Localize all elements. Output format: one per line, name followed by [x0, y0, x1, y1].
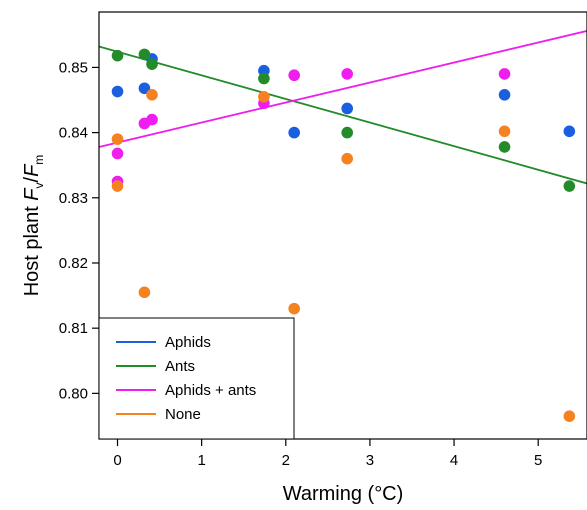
data-point [341, 126, 354, 139]
y-axis-label-prefix: Host plant [21, 201, 43, 297]
plot-frame [98, 11, 587, 440]
data-point [288, 126, 301, 139]
y-tick-label: 0.81 [59, 320, 88, 337]
data-point [563, 180, 576, 192]
y-axis-label-slash: / [21, 176, 43, 182]
x-tick-label: 5 [534, 452, 542, 469]
x-tick-label: 1 [197, 452, 205, 469]
data-point [146, 88, 158, 101]
data-point [258, 72, 270, 85]
y-tick-label: 0.84 [59, 125, 88, 142]
data-point [498, 68, 511, 80]
y-tick-label: 0.82 [59, 255, 88, 272]
data-point [146, 58, 158, 70]
data-point [341, 68, 354, 80]
x-tick-label: 4 [450, 452, 458, 469]
data-point [111, 85, 124, 98]
data-point [563, 410, 576, 422]
data-point [498, 125, 511, 138]
data-point [341, 102, 354, 115]
y-tick-label: 0.85 [59, 59, 88, 76]
trend-line [98, 45, 587, 185]
legend: Aphids Ants Aphids + ants None [98, 317, 295, 440]
data-point [498, 88, 511, 101]
y-axis-label-sub-v: v [32, 182, 46, 188]
y-axis-label-var-fm: F [21, 163, 43, 177]
legend-label: Ants [165, 358, 195, 375]
data-point [146, 113, 158, 126]
legend-label: Aphids + ants [165, 382, 256, 399]
y-tick-label: 0.80 [59, 385, 88, 402]
data-point [138, 82, 151, 95]
y-axis-label: Host plant Fv/Fm [21, 155, 46, 297]
y-tick-label: 0.83 [59, 190, 88, 207]
x-axis-label: Warming (°C) [283, 483, 404, 505]
trend-line [98, 30, 587, 148]
data-point [288, 69, 301, 82]
data-point [111, 147, 124, 160]
data-point [138, 48, 151, 61]
data-point [258, 90, 270, 103]
legend-label: None [165, 406, 201, 423]
y-axis-label-var-fv: F [21, 187, 43, 201]
x-tick-label: 3 [366, 452, 374, 469]
data-point [111, 180, 124, 192]
data-point [563, 125, 576, 138]
x-tick-label: 2 [282, 452, 290, 469]
data-point [111, 49, 124, 62]
data-point [498, 141, 511, 153]
y-axis-label-sub-m: m [32, 155, 46, 165]
legend-box [98, 317, 295, 440]
data-point [288, 302, 301, 315]
data-point [111, 133, 124, 145]
data-point [138, 286, 151, 299]
legend-label: Aphids [165, 334, 211, 351]
x-tick-label: 0 [113, 452, 121, 469]
data-point [341, 152, 354, 165]
